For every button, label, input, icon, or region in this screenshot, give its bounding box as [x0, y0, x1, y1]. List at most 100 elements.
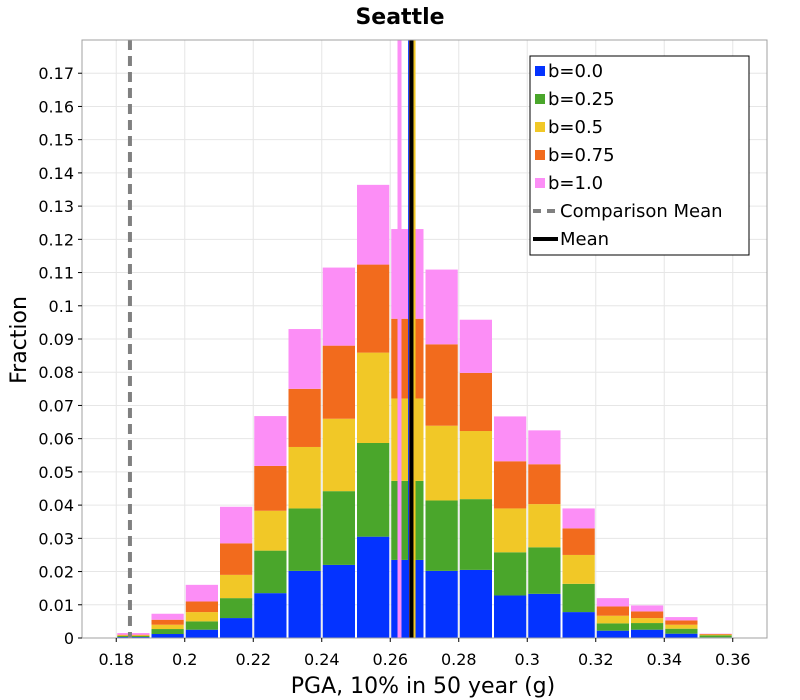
bar-segment — [596, 623, 629, 631]
y-tick-label: 0.1 — [49, 297, 74, 316]
legend: b=0.0 b=0.25 b=0.5 b=0.75 b=1.0 Comparison Me… — [529, 55, 750, 256]
bar-segment — [117, 636, 150, 638]
legend-swatch — [535, 178, 545, 188]
bar-segment — [596, 598, 629, 607]
bar-segment — [596, 630, 629, 638]
bar-segment — [220, 574, 253, 599]
bar-segment — [562, 612, 595, 638]
bar-segment — [185, 612, 218, 622]
bar-segment — [254, 550, 287, 594]
x-tick-label: 0.32 — [578, 650, 614, 669]
bar-segment — [665, 617, 698, 621]
y-tick-label: 0.11 — [38, 264, 74, 283]
y-tick-label: 0.12 — [38, 230, 74, 249]
bar-segment — [494, 416, 527, 462]
legend-label: b=0.0 — [548, 61, 603, 82]
y-tick-label: 0.08 — [38, 363, 74, 382]
bar-segment — [117, 634, 150, 636]
bar-segment — [357, 264, 390, 353]
bar-segment — [151, 629, 184, 635]
x-tick-label: 0.18 — [98, 650, 134, 669]
x-tick-label: 0.26 — [372, 650, 408, 669]
y-tick-label: 0.13 — [38, 197, 74, 216]
bar-segment — [665, 624, 698, 629]
bar-segment — [631, 618, 664, 624]
bar-segment — [562, 583, 595, 613]
bar-segment — [391, 229, 424, 319]
bar-segment — [562, 554, 595, 584]
bar-segment — [494, 508, 527, 553]
bar-segment — [117, 635, 150, 637]
bar-segment — [631, 611, 664, 619]
bar-segment — [220, 598, 253, 619]
y-tick-label: 0.05 — [38, 463, 74, 482]
bar-segment — [631, 623, 664, 630]
legend-label: b=0.5 — [548, 117, 603, 138]
bar-segment — [494, 595, 527, 638]
legend-label: b=0.25 — [548, 89, 615, 110]
bar-segment — [665, 633, 698, 638]
y-tick-label: 0.14 — [38, 164, 74, 183]
bar-segment — [322, 564, 355, 638]
legend-label: Comparison Mean — [560, 201, 723, 222]
bar-segment — [665, 628, 698, 634]
y-tick-label: 0.04 — [38, 496, 74, 515]
legend-swatch — [535, 150, 545, 160]
bar-segment — [288, 446, 321, 509]
bar-segment — [528, 547, 561, 594]
bar-segment — [631, 629, 664, 638]
bar-segment — [288, 508, 321, 571]
bar-segment — [562, 528, 595, 555]
y-tick-label: 0.03 — [38, 529, 74, 548]
bar-segment — [596, 606, 629, 616]
x-tick-label: 0.24 — [304, 650, 340, 669]
bar-segment — [596, 615, 629, 624]
x-tick-label: 0.34 — [646, 650, 682, 669]
bar-segment — [699, 634, 732, 636]
bar-segment — [391, 318, 424, 399]
bar-segment — [357, 352, 390, 443]
bar-segment — [288, 329, 321, 389]
bar-segment — [254, 593, 287, 638]
bar-segment — [151, 613, 184, 620]
bar-segment — [322, 491, 355, 565]
bar-segment — [254, 510, 287, 551]
bar-segment — [665, 620, 698, 625]
x-tick-label: 0.3 — [515, 650, 540, 669]
y-axis-label: Fraction — [7, 296, 32, 384]
legend-swatch — [535, 94, 545, 104]
bar-segment — [357, 184, 390, 265]
bar-segment — [185, 621, 218, 630]
bar-segment — [425, 344, 458, 426]
bar-segment — [528, 504, 561, 548]
bar-segment — [117, 633, 150, 635]
bar-segment — [699, 635, 732, 638]
bar-segment — [254, 465, 287, 511]
bar-segment — [254, 416, 287, 466]
bar-segment — [220, 506, 253, 544]
legend-label: b=0.75 — [548, 145, 615, 166]
bar-segment — [185, 601, 218, 613]
legend-label: b=1.0 — [548, 173, 603, 194]
bar-segment — [459, 431, 492, 500]
bar-segment — [562, 508, 595, 529]
bar-segment — [185, 584, 218, 602]
bar-segment — [322, 418, 355, 492]
x-axis-label: PGA, 10% in 50 year (g) — [291, 674, 555, 699]
bar-segment — [220, 618, 253, 638]
bar-segment — [459, 499, 492, 570]
x-tick-label: 0.28 — [441, 650, 477, 669]
bar-segment — [185, 629, 218, 638]
x-tick-label: 0.2 — [172, 650, 197, 669]
y-tick-label: 0 — [64, 629, 74, 648]
bar-segment — [528, 464, 561, 505]
bar-segment — [459, 569, 492, 638]
legend-label: Mean — [560, 229, 609, 250]
bar-segment — [494, 461, 527, 509]
bar-segment — [528, 593, 561, 638]
legend-swatch — [535, 66, 545, 76]
plot-area: 0 0.01 0.02 0.03 0.04 0.05 0.06 0.07 0.08 0.09 0.1… — [38, 39, 768, 669]
chart-title: Seattle — [355, 5, 444, 30]
y-tick-label: 0.16 — [38, 97, 74, 116]
